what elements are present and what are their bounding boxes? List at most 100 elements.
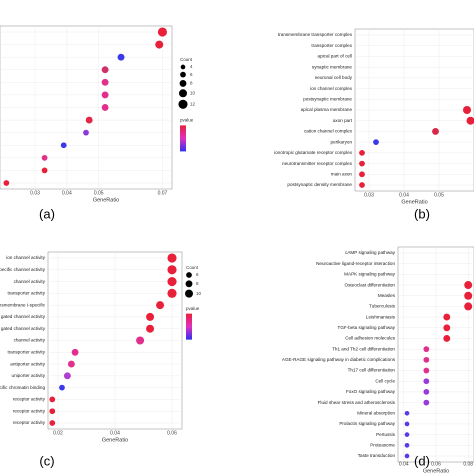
legend-dot	[186, 272, 192, 278]
dot	[373, 139, 379, 146]
dot	[60, 142, 67, 149]
y-tick-label: apical plasma membrane	[301, 107, 353, 112]
dot	[464, 302, 473, 311]
legend-title: Count	[186, 265, 199, 270]
x-tick-label: 0.06	[167, 430, 177, 436]
dot	[404, 410, 410, 416]
dot	[49, 408, 56, 415]
y-tick-label: Neuroactive ligand-receptor interaction	[316, 261, 395, 266]
legend-label: 8	[190, 81, 193, 86]
panel-label: (d)	[414, 453, 430, 468]
x-axis-title: GeneRatio	[93, 197, 119, 203]
legend-dot	[179, 89, 187, 98]
x-tick-label: 0.08	[463, 461, 473, 467]
dot	[59, 384, 65, 391]
y-tick-label: Fluid shear stress and atherosclerosis	[318, 400, 396, 405]
x-tick-label: 0.05	[94, 190, 104, 196]
y-tick-label: Cell cycle	[375, 378, 395, 383]
legend-dot	[185, 289, 193, 298]
y-tick-label: gated channel activity	[1, 314, 46, 319]
dot	[146, 312, 155, 321]
dot	[41, 154, 48, 161]
dot	[423, 356, 430, 363]
dot	[359, 149, 365, 156]
y-tick-label: ion channel activity	[6, 255, 46, 260]
y-tick-label: specific channel activity	[0, 267, 46, 272]
dot	[67, 360, 75, 368]
dot	[359, 160, 365, 167]
dot	[359, 182, 365, 188]
legend-title: pvalue	[186, 306, 200, 311]
legend-dot	[185, 280, 193, 288]
dot	[3, 180, 10, 186]
y-tick-label: TGF-beta signaling pathway	[338, 325, 396, 330]
dot	[167, 265, 177, 275]
legend-title: Count	[180, 57, 193, 62]
y-tick-label: Osteoclast differentiation	[345, 282, 396, 287]
dot	[136, 336, 145, 345]
dot	[117, 53, 125, 61]
x-tick-label: 0.03	[30, 190, 40, 196]
legend-label: 8	[196, 281, 199, 286]
y-tick-label: Pertussis	[376, 432, 396, 437]
dot	[157, 27, 168, 37]
panel-label: (a)	[39, 206, 55, 221]
y-tick-label: receptor activity	[13, 408, 46, 413]
legend-dot	[180, 71, 186, 78]
dot	[464, 281, 473, 290]
y-tick-label: ionotropic glutamate receptor complex	[274, 150, 353, 155]
panel-label: (c)	[39, 453, 54, 468]
x-tick-label: 0.07	[158, 190, 168, 196]
dot	[49, 396, 56, 403]
legend-label: 10	[196, 291, 202, 296]
x-tick-label: 0.04	[110, 430, 120, 436]
y-tick-label: channel activity	[14, 279, 46, 284]
y-tick-label: postsynaptic density membrane	[287, 182, 352, 187]
y-tick-label: Prolactin signaling pathway	[339, 421, 395, 426]
dot	[101, 78, 109, 86]
dot	[404, 432, 410, 437]
y-tick-label: perikaryon	[331, 139, 353, 144]
y-tick-label: antiporter activity	[10, 361, 45, 366]
dot	[423, 399, 430, 406]
dot	[49, 420, 56, 426]
x-tick-label: 0.02	[53, 430, 63, 436]
y-tick-label: Leishmaniasis	[366, 314, 396, 319]
x-tick-label: 0.03	[364, 192, 374, 198]
y-tick-label: Taste transduction	[358, 453, 396, 458]
dot	[404, 453, 410, 459]
y-tick-label: axon part	[333, 118, 353, 123]
y-tick-label: neurotransmitter receptor complex	[282, 161, 353, 166]
y-tick-label: cation channel complex	[304, 129, 353, 134]
y-tick-label: transporter complex	[311, 43, 352, 48]
y-tick-label: channel activity	[14, 338, 46, 343]
dot	[423, 378, 430, 385]
dot	[155, 40, 164, 49]
dot	[156, 301, 165, 310]
y-tick-label: Cell adhesion molecules	[345, 336, 395, 341]
dot	[63, 372, 71, 380]
legend-label: 10	[190, 90, 196, 95]
y-tick-label: FoxO signaling pathway	[346, 389, 396, 394]
dot	[167, 288, 177, 298]
y-tick-label: specific chromatin binding	[0, 385, 45, 390]
dot	[423, 367, 430, 374]
legend-label: 12	[190, 101, 196, 106]
x-axis-title: GeneRatio	[401, 199, 427, 205]
y-tick-label: apical part of cell	[318, 54, 352, 59]
dot	[101, 66, 109, 74]
dot	[423, 389, 430, 395]
colorbar	[186, 313, 192, 340]
y-tick-label: transporter activity	[7, 291, 45, 296]
y-tick-label: transmembrane transporter complex	[278, 32, 353, 37]
legend-label: 6	[190, 72, 193, 77]
y-tick-label: postsynaptic membrane	[303, 97, 352, 102]
y-tick-label: Mineral absorption	[357, 410, 395, 415]
dot	[71, 348, 79, 356]
y-tick-label: synaptic membrane	[312, 64, 353, 69]
dot	[404, 421, 410, 427]
x-tick-label: 0.04	[399, 461, 409, 467]
dot	[404, 442, 410, 448]
dot	[443, 324, 451, 332]
dot	[443, 335, 451, 342]
